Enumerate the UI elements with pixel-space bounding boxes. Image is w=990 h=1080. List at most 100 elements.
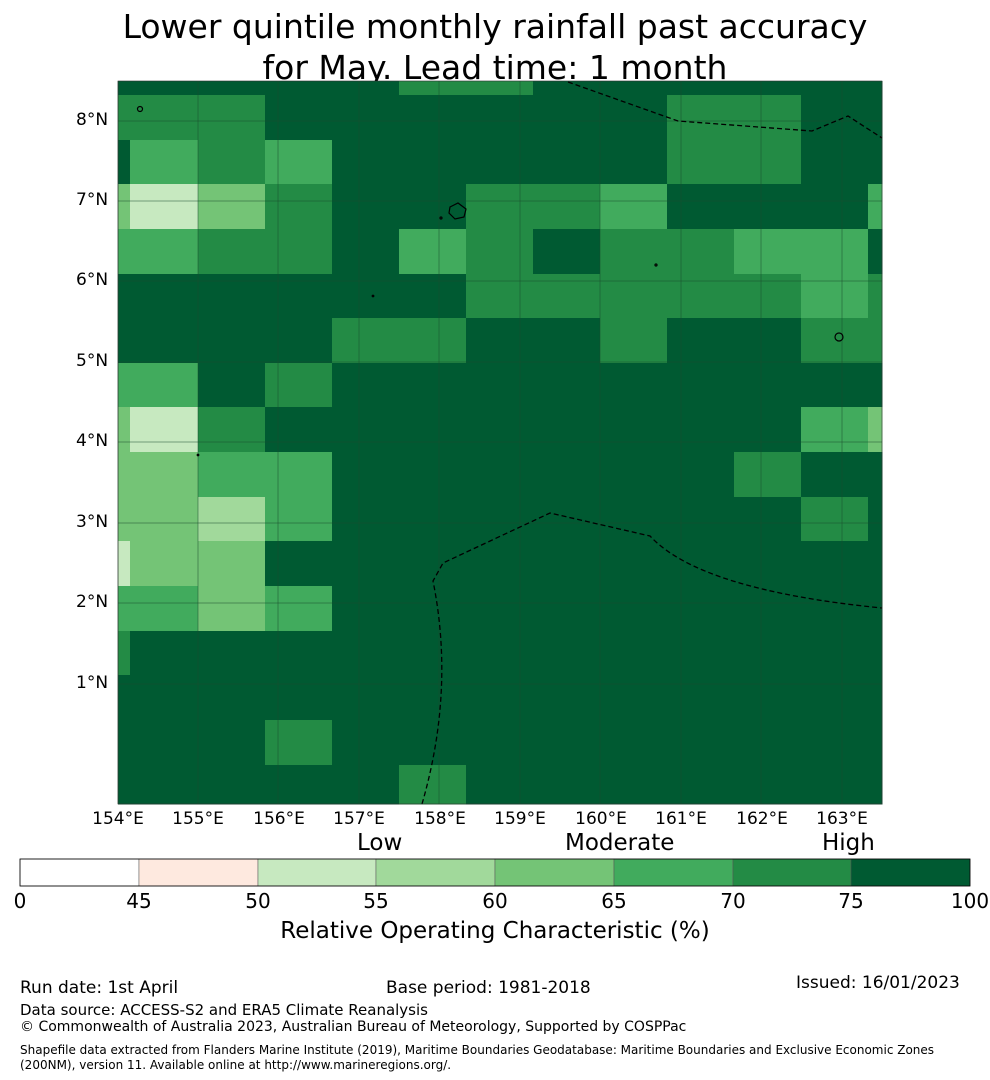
map-cell (801, 81, 869, 96)
map-cell (130, 95, 199, 141)
map-cell (399, 541, 467, 587)
lat-label: 1°N (76, 673, 109, 693)
map-cell (533, 140, 601, 185)
map-cell (533, 229, 601, 275)
map-cell (466, 95, 534, 141)
map-cell (801, 541, 869, 587)
map-cell (130, 140, 199, 185)
map-cell (130, 363, 199, 408)
map-cell (533, 274, 601, 319)
map-cell (399, 363, 467, 408)
lon-label: 160°E (575, 809, 627, 829)
lat-label: 7°N (76, 190, 109, 210)
colorbar-tick: 65 (601, 889, 627, 913)
map-cell (265, 184, 333, 230)
map-cell (801, 407, 869, 453)
map-cell (533, 81, 601, 96)
copyright: © Commonwealth of Australia 2023, Austra… (20, 1019, 687, 1035)
map-cell (466, 81, 534, 96)
map-cell (198, 586, 266, 632)
map-cell (118, 675, 131, 721)
map-cell (198, 765, 266, 805)
map-cell (868, 229, 883, 275)
lon-label: 154°E (92, 809, 144, 829)
title-line-1: Lower quintile monthly rainfall past acc… (122, 7, 868, 46)
map-cell (801, 140, 869, 185)
map-cell (118, 452, 131, 498)
map-cell (600, 318, 668, 364)
map-cell (118, 274, 131, 319)
map-cell (667, 675, 735, 721)
lon-label: 161°E (655, 809, 707, 829)
map-cell (130, 541, 199, 587)
map-cell (265, 765, 333, 805)
map-cell (118, 720, 131, 766)
map-cell (130, 274, 199, 319)
island-pohnpei (448, 202, 467, 220)
island-small-3 (654, 263, 658, 267)
map-cell (466, 184, 534, 230)
map-cell (265, 318, 333, 364)
map-cell (734, 407, 802, 453)
map-cell (868, 363, 883, 408)
map-cell (801, 631, 869, 676)
map-cell (600, 452, 668, 498)
map-cell (667, 95, 735, 141)
map-cell (868, 720, 883, 766)
islands (136, 105, 844, 457)
lat-label: 5°N (76, 351, 109, 371)
map-cell (399, 407, 467, 453)
map-cell (399, 675, 467, 721)
map-cell (533, 95, 601, 141)
map-cell (466, 274, 534, 319)
map-cell (533, 184, 601, 230)
map-cell (600, 81, 668, 96)
map-cell (734, 452, 802, 498)
map-cell (198, 541, 266, 587)
map-cell (332, 675, 400, 721)
map-cell (198, 81, 266, 96)
map-cell (265, 95, 333, 141)
map-cell (600, 184, 668, 230)
map-cell (466, 675, 534, 721)
map-cell (667, 497, 735, 542)
map-cell (265, 407, 333, 453)
map-cell (130, 452, 199, 498)
issued-date: Issued: 16/01/2023 (796, 973, 960, 993)
map-cell (734, 274, 802, 319)
map-frame (117, 80, 883, 805)
map-cell (667, 274, 735, 319)
map-cell (600, 631, 668, 676)
map-cell (399, 452, 467, 498)
map-cell (466, 631, 534, 676)
run-date: Run date: 1st April (20, 978, 179, 998)
colorbar-tick: 70 (720, 889, 746, 913)
map-cell (801, 229, 869, 275)
map-cell (466, 765, 534, 805)
map-cell (868, 541, 883, 587)
map-cell (466, 318, 534, 364)
map-cell (118, 95, 131, 141)
map-cell (118, 229, 131, 275)
map-cell (734, 95, 802, 141)
map-cell (533, 541, 601, 587)
map-cell (600, 497, 668, 542)
map-cell (868, 497, 883, 542)
map-cell (399, 140, 467, 185)
map-cell (734, 184, 802, 230)
map-cell (600, 765, 668, 805)
island-small-4 (371, 294, 375, 298)
map-cell (399, 318, 467, 364)
map-cell (118, 81, 131, 96)
map-cell (130, 407, 199, 453)
map-cell (667, 720, 735, 766)
map-cell (198, 229, 266, 275)
map-cell (332, 497, 400, 542)
map-cell (868, 407, 883, 453)
map-cell (332, 720, 400, 766)
map-cell (130, 184, 199, 230)
map-cell (734, 541, 802, 587)
colorbar-tick: 100 (950, 889, 990, 913)
map-cells (118, 81, 883, 805)
map-cell (466, 407, 534, 453)
